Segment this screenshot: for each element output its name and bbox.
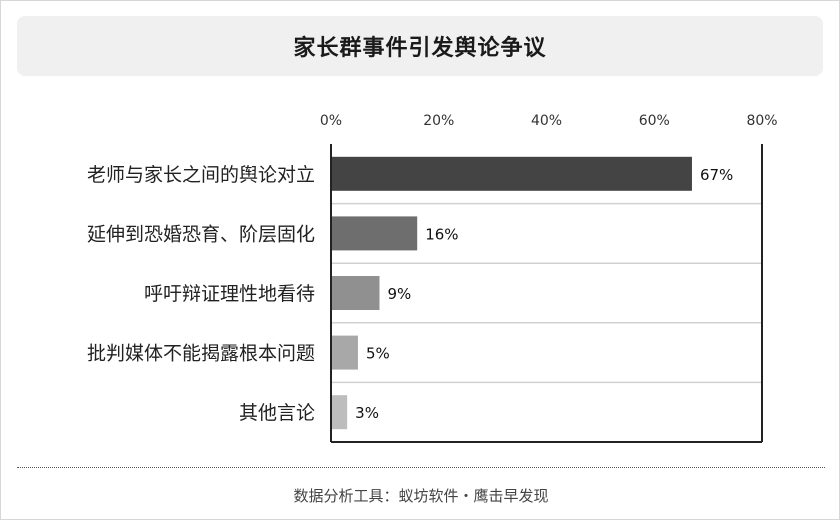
bar [331,216,418,251]
data-label: 9% [387,285,411,303]
bar [331,276,380,310]
x-tick-label: 80% [746,113,777,129]
category-label: 其他言论 [239,402,315,424]
category-label: 延伸到恐婚恐育、阶层固化 [87,223,315,245]
bar [331,156,692,191]
category-label: 老师与家长之间的舆论对立 [87,164,315,186]
data-label: 3% [355,404,379,422]
x-tick-label: 60% [639,113,670,129]
x-tick-label: 20% [423,113,454,129]
data-label: 5% [366,345,390,363]
bar [331,395,348,430]
footer-source: 数据分析工具：蚁坊软件・鹰击早发现 [293,487,549,505]
footer-divider [17,467,825,468]
data-label: 67% [700,166,733,184]
chart-title: 家长群事件引发舆论争议 [293,36,547,61]
category-label: 呼吁辩证理性地看待 [144,283,315,305]
category-label: 批判媒体不能揭露根本问题 [87,343,315,365]
title-banner: 家长群事件引发舆论争议 [17,16,823,76]
bar [331,335,358,370]
x-tick-label: 0% [320,113,342,129]
x-tick-label: 40% [531,113,562,129]
data-label: 16% [425,225,458,243]
